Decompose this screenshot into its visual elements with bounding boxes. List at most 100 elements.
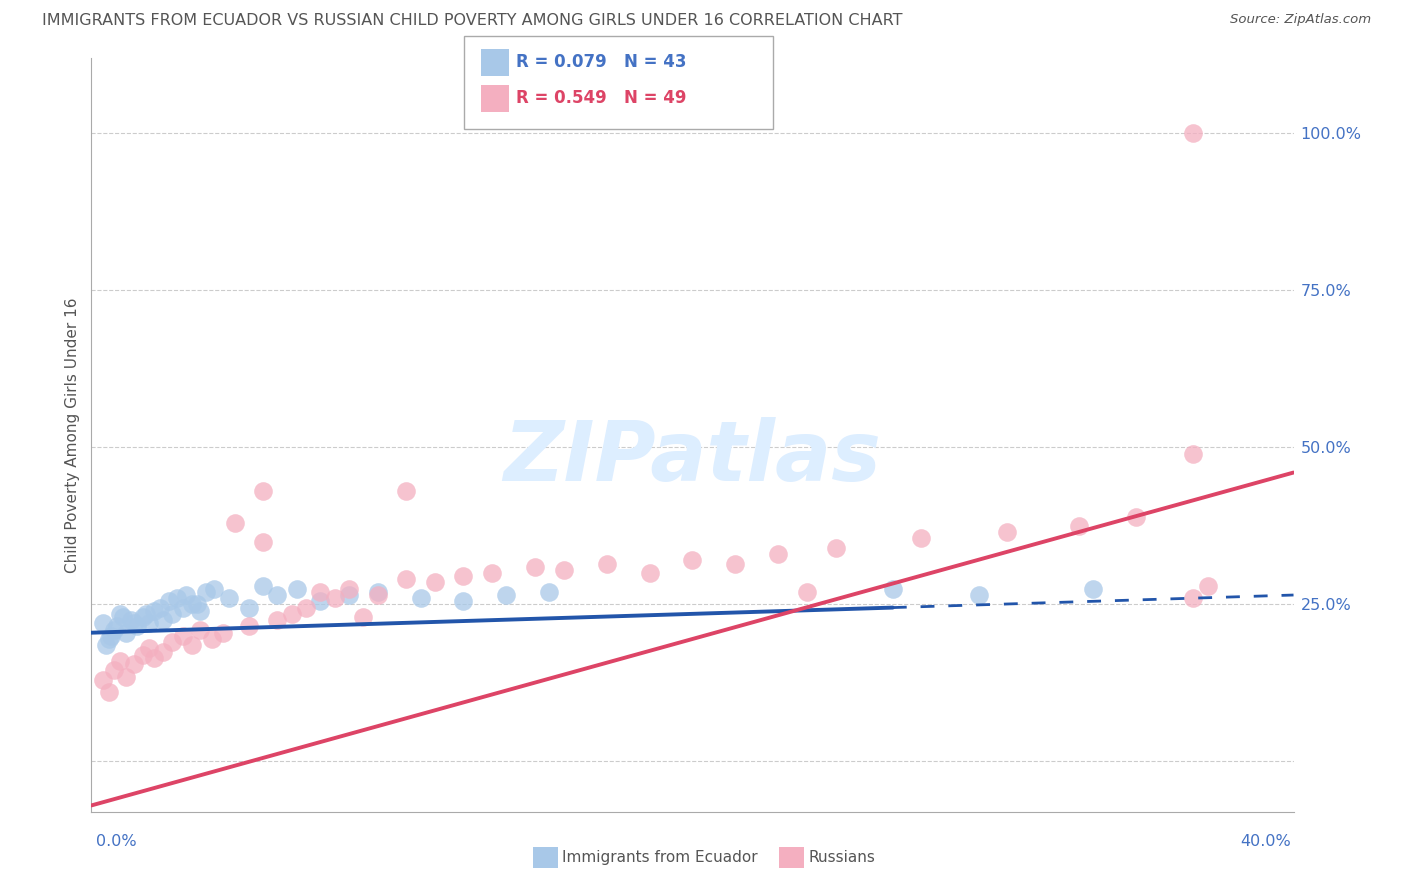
Point [281,607,304,621]
Point [796,585,818,599]
Point [94,638,117,652]
Point [138,616,160,631]
Y-axis label: Child Poverty Among Girls Under 16: Child Poverty Among Girls Under 16 [65,297,80,573]
Point [180,638,202,652]
Point [204,582,226,596]
Point [194,585,217,599]
Point [967,588,990,602]
Point [287,582,309,596]
Text: Russians: Russians [808,850,876,864]
Point [1081,582,1104,596]
Point [1182,127,1205,141]
Point [1125,509,1147,524]
Point [143,604,166,618]
Point [882,582,904,596]
Point [595,557,617,571]
Point [768,547,790,561]
Point [367,588,389,602]
Text: IMMIGRANTS FROM ECUADOR VS RUSSIAN CHILD POVERTY AMONG GIRLS UNDER 16 CORRELATIO: IMMIGRANTS FROM ECUADOR VS RUSSIAN CHILD… [42,13,903,29]
Text: R = 0.079   N = 43: R = 0.079 N = 43 [516,54,686,71]
Text: Source: ZipAtlas.com: Source: ZipAtlas.com [1230,13,1371,27]
Point [252,484,274,499]
Point [395,572,418,586]
Point [481,566,503,580]
Point [180,598,202,612]
Point [352,610,374,624]
Point [132,648,155,662]
Point [174,588,197,602]
Point [524,559,547,574]
Point [252,578,274,592]
Point [100,629,122,643]
Point [91,616,114,631]
Point [201,632,224,646]
Point [127,619,149,633]
Point [224,516,246,530]
Point [105,619,128,633]
Point [395,484,418,499]
Text: R = 0.549   N = 49: R = 0.549 N = 49 [516,89,686,107]
Point [103,664,125,678]
Point [132,610,155,624]
Point [212,625,235,640]
Text: 0.0%: 0.0% [96,834,136,849]
Point [166,591,188,606]
Point [423,575,446,590]
Point [157,594,180,608]
Point [186,598,208,612]
Point [114,625,136,640]
Point [172,629,194,643]
Point [152,644,174,658]
Point [1182,591,1205,606]
Point [995,525,1018,540]
Point [160,607,183,621]
Point [103,623,125,637]
Point [638,566,661,580]
Point [252,534,274,549]
Point [188,623,211,637]
Point [1067,519,1090,533]
Point [453,569,475,583]
Point [124,616,146,631]
Text: 40.0%: 40.0% [1240,834,1291,849]
Point [681,553,703,567]
Point [538,585,561,599]
Point [266,588,288,602]
Point [97,685,120,699]
Text: Immigrants from Ecuador: Immigrants from Ecuador [562,850,758,864]
Point [337,588,360,602]
Text: ZIPatlas: ZIPatlas [503,417,882,498]
Point [97,632,120,646]
Point [238,619,260,633]
Point [824,541,846,555]
Point [188,604,211,618]
Point [295,600,318,615]
Point [143,650,166,665]
Point [1182,447,1205,461]
Point [553,563,575,577]
Point [309,585,332,599]
Point [138,641,160,656]
Point [135,607,157,621]
Point [108,654,131,668]
Point [453,594,475,608]
Point [149,600,172,615]
Point [910,532,932,546]
Point [172,600,194,615]
Point [111,610,134,624]
Point [724,557,747,571]
Point [323,591,346,606]
Point [91,673,114,687]
Point [152,613,174,627]
Point [367,585,389,599]
Point [121,613,143,627]
Point [160,635,183,649]
Point [266,613,288,627]
Point [409,591,432,606]
Point [108,607,131,621]
Point [309,594,332,608]
Point [1197,578,1219,592]
Point [337,582,360,596]
Point [124,657,146,672]
Point [218,591,240,606]
